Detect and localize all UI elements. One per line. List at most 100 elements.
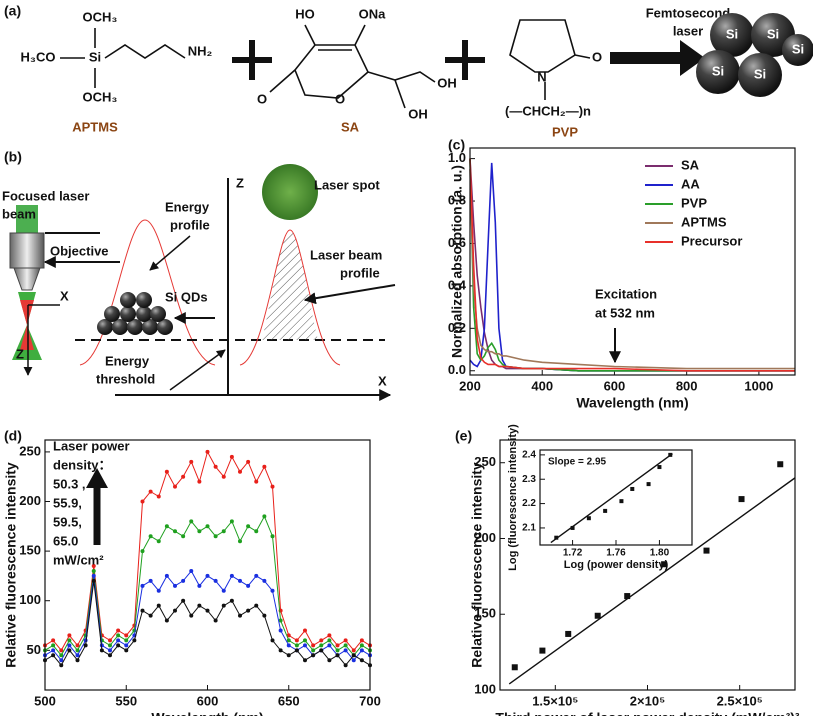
marker xyxy=(189,613,194,618)
x-tick-label: 800 xyxy=(676,378,698,393)
marker xyxy=(286,643,291,648)
marker xyxy=(148,489,153,494)
group: O xyxy=(335,91,345,106)
annotation: 55.9, xyxy=(53,495,82,510)
objective-shape xyxy=(9,232,45,269)
group: OH xyxy=(408,106,428,121)
plot-frame xyxy=(469,147,796,376)
marker xyxy=(124,638,129,643)
marker xyxy=(221,603,226,608)
objective-tip xyxy=(13,267,41,291)
marker xyxy=(229,454,234,459)
y-tick-label: 2.1 xyxy=(522,523,536,534)
marker xyxy=(51,648,56,653)
marker xyxy=(197,603,202,608)
marker xyxy=(75,658,80,663)
marker xyxy=(140,499,145,504)
marker xyxy=(67,633,72,638)
marker xyxy=(238,539,242,544)
marker xyxy=(91,563,96,568)
legend-label: SA xyxy=(681,157,700,172)
panel-label: (a) xyxy=(4,3,21,19)
marker xyxy=(294,648,299,653)
laser-spot xyxy=(262,164,318,220)
y-tick-label: 0.6 xyxy=(448,235,466,250)
x-tick-label: 400 xyxy=(531,378,553,393)
x-tick-label: 600 xyxy=(604,378,626,393)
point xyxy=(630,486,635,491)
marker xyxy=(164,524,169,529)
marker xyxy=(303,638,307,643)
panel-label: (b) xyxy=(4,149,22,165)
point xyxy=(586,516,591,521)
x-tick-label: 1.76 xyxy=(606,548,626,559)
chart: 200 400 600 800 1000 0.0 0.2 0.4 0.6 0.8 1.0 Wavele… xyxy=(448,137,796,411)
pointer xyxy=(149,235,191,271)
marker xyxy=(67,648,72,653)
marker xyxy=(59,663,64,668)
point xyxy=(511,664,518,671)
marker xyxy=(173,608,177,613)
x-tick-label: 500 xyxy=(34,693,56,708)
label: beam xyxy=(2,206,36,221)
marker xyxy=(213,618,218,623)
x-tick-label: 700 xyxy=(359,693,381,708)
legend-label: PVP xyxy=(681,195,707,210)
marker xyxy=(148,613,153,618)
label: profile xyxy=(170,217,210,232)
particle-label: Si xyxy=(726,26,738,41)
chart: 1.72 1.76 1.80 2.1 2.2 2.3 2.4 Log (power densi… xyxy=(507,424,693,571)
label: profile xyxy=(340,265,380,280)
y-tick-label: 150 xyxy=(474,606,496,621)
label: Energy xyxy=(105,353,150,368)
marker xyxy=(343,643,348,648)
beam xyxy=(16,205,38,233)
y-tick-label: 100 xyxy=(474,681,496,696)
marker xyxy=(221,588,226,593)
annotation: 59.5, xyxy=(53,514,82,529)
axis-label: X xyxy=(378,373,387,388)
group: N xyxy=(537,69,546,84)
particle-label: Si xyxy=(767,26,779,41)
series-line xyxy=(469,158,795,372)
marker xyxy=(270,588,275,593)
point xyxy=(570,525,575,530)
x-tick-label: 200 xyxy=(459,378,481,393)
marker xyxy=(51,643,56,648)
y-tick-label: 250 xyxy=(19,443,41,458)
marker xyxy=(181,474,186,479)
chart: 1.5×10⁵ 2×10⁵ 2.5×10⁵ 100 150 200 250 Third pow… xyxy=(455,428,800,716)
marker xyxy=(116,638,121,643)
marker xyxy=(343,638,348,643)
y-axis-label: Relative fluorescence intensity xyxy=(3,462,19,668)
point xyxy=(646,482,651,487)
arrow-label: Femtosecond xyxy=(646,5,731,20)
marker xyxy=(197,479,202,484)
marker xyxy=(67,643,72,648)
pointer xyxy=(45,232,120,262)
marker xyxy=(205,573,210,578)
marker xyxy=(303,628,307,633)
marker xyxy=(156,494,161,499)
marker xyxy=(108,653,112,658)
marker xyxy=(246,608,251,613)
particle-label: Si xyxy=(712,63,724,78)
group: Si xyxy=(89,49,101,64)
marker xyxy=(303,643,307,648)
marker xyxy=(246,459,251,464)
marker xyxy=(189,568,194,573)
marker xyxy=(148,578,153,583)
annotation: 65.0 xyxy=(53,533,78,548)
marker xyxy=(164,469,169,474)
marker xyxy=(286,633,291,638)
particles xyxy=(696,13,813,97)
annotation: Laser power xyxy=(53,438,130,453)
point xyxy=(594,612,601,619)
arrow xyxy=(610,40,705,76)
series-line xyxy=(469,169,795,370)
label: Si QDs xyxy=(165,289,208,304)
y-tick-label: 250 xyxy=(474,454,496,469)
marker xyxy=(254,529,259,534)
x-tick-label: 550 xyxy=(115,693,137,708)
marker xyxy=(319,648,324,653)
